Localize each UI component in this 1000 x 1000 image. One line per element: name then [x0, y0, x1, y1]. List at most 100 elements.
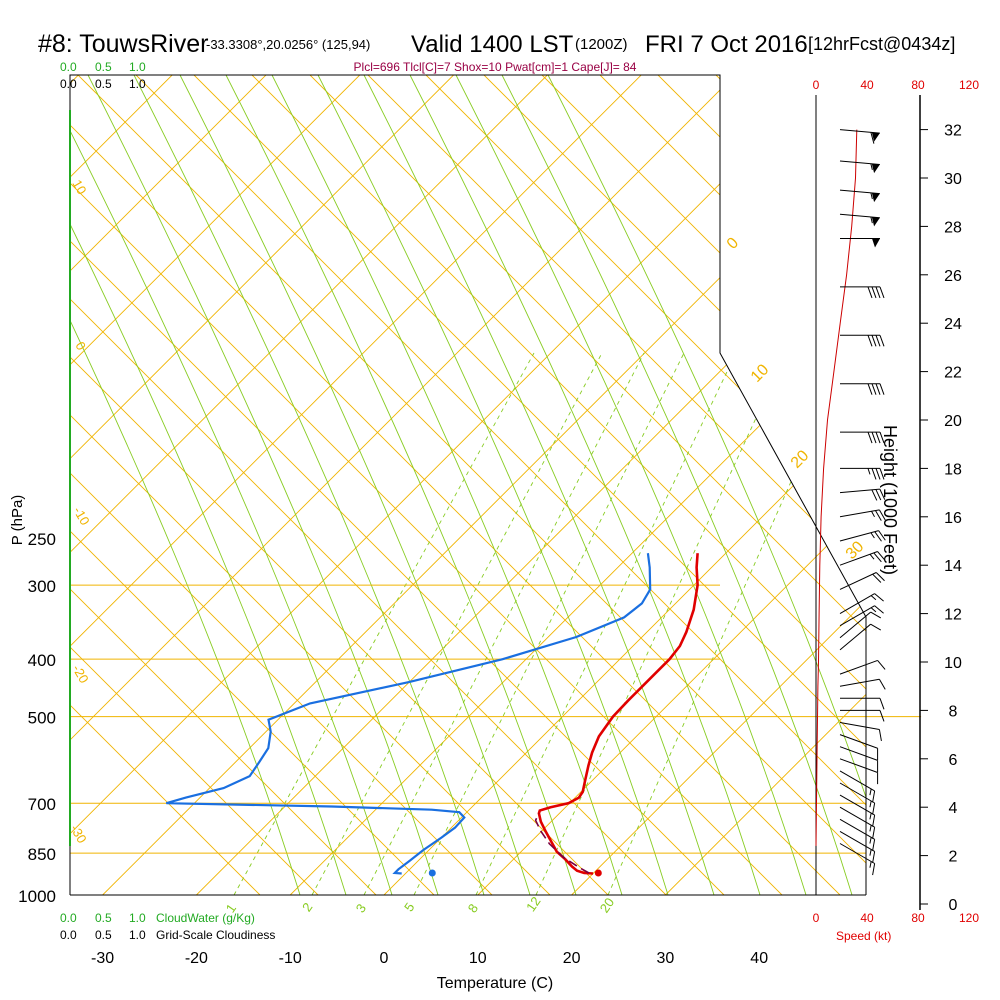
wind-barb-staff	[839, 605, 875, 627]
isotherm-line	[70, 75, 866, 895]
isobars	[70, 584, 922, 854]
surface-dewpoint-marker	[428, 869, 436, 877]
surface-temperature-marker	[594, 869, 602, 877]
temperature-tick-label: 40	[750, 950, 768, 967]
pressure-tick-label: 400	[28, 651, 56, 670]
top-cover-tick-2: 1.0	[129, 77, 146, 91]
wind-barb-half-flag	[869, 849, 872, 856]
wind-barb-staff	[839, 593, 875, 615]
wind-barb-flag	[877, 748, 879, 760]
y-axis-title: P (hPa)	[9, 495, 26, 546]
wind-barb-flag	[877, 772, 879, 785]
wind-barb	[839, 611, 882, 639]
pressure-tick-label: 250	[28, 530, 56, 549]
wind-barb-staff	[839, 794, 875, 816]
mixing-ratio-label: 2	[299, 900, 315, 915]
wind-barb-half-flag	[869, 861, 872, 868]
wind-barb-flag	[875, 335, 881, 347]
moist-adiabat-curve	[70, 75, 347, 895]
wind-barb-half-flag	[869, 788, 872, 796]
bottom-cloud-tick-2: 1.0	[129, 911, 146, 925]
wind-barb-half-flag	[869, 800, 872, 808]
bottom-cover-tick-0: 0.0	[60, 928, 77, 942]
wind-barb-staff	[839, 758, 878, 773]
isotherm-line	[70, 75, 447, 895]
wind-barb-staff	[839, 509, 880, 518]
wind-barb-flag	[875, 510, 882, 521]
pressure-tick-label: 1000	[18, 887, 56, 906]
height-tick-label: 26	[944, 268, 962, 285]
moist-adiabat-curve	[317, 75, 669, 895]
isotherm-line	[665, 75, 866, 895]
dry-adiabat-line	[251, 75, 866, 895]
dewpoint-line	[165, 553, 652, 875]
moist-adiabat-curve	[363, 75, 715, 895]
wind-barb-half-flag	[867, 468, 871, 475]
wind-barb-half-flag	[870, 607, 877, 613]
wind-barb-flag	[872, 815, 876, 827]
wind-barb	[839, 189, 880, 203]
dry-adiabat-line	[70, 75, 377, 895]
isotherm-line	[70, 75, 634, 895]
wind-barb-flag	[879, 488, 886, 500]
bottom-cloud-tick-0: 0.0	[60, 911, 77, 925]
wind-barb-pennant	[872, 238, 880, 248]
temperature-tick-label: 30	[657, 950, 675, 967]
moist-adiabat-curve	[547, 75, 866, 895]
mixing-ratio-line	[535, 352, 787, 895]
wind-barb-flag	[879, 710, 885, 722]
top-cloud-scale: 0.0 0.5 1.0 0.0 0.5 1.0	[60, 60, 146, 91]
wind-barb	[839, 593, 884, 615]
wind-barb-flag	[879, 335, 885, 347]
mixing-ratio-line	[413, 352, 685, 895]
moist-adiabat-curve	[501, 75, 853, 895]
moist-adiabat-label: 10	[69, 177, 89, 197]
wind-barb	[839, 722, 882, 742]
speed-scale: 0 40 80 120 0 40 80 120 Speed (kt)	[813, 78, 980, 943]
speed-top-tick-1: 40	[860, 78, 874, 92]
pressure-tick-label: 700	[28, 795, 56, 814]
wind-barb-flag	[878, 679, 886, 690]
height-tick-label: 24	[944, 316, 962, 333]
wind-barb-half-flag	[870, 216, 873, 224]
x-axis-title: Temperature (C)	[437, 975, 553, 992]
temperature-tick-label: 0	[380, 950, 389, 967]
wind-barb-flag	[877, 660, 886, 670]
dry-adiabat-line	[715, 75, 866, 895]
wind-barb-staff	[839, 746, 878, 761]
height-tick-label: 20	[944, 413, 962, 430]
title-coords: -33.3308°,20.0256° (125,94)	[206, 37, 370, 52]
wind-barb-half-flag	[869, 825, 872, 832]
wind-barb	[839, 782, 876, 815]
height-tick-label: 28	[944, 219, 962, 236]
mixing-ratio-line	[311, 352, 603, 895]
wind-barb-staff	[839, 806, 875, 828]
wind-barb	[839, 734, 879, 760]
wind-barb	[839, 843, 876, 876]
wind-barb-flag	[870, 611, 882, 619]
speed-bottom-tick-1: 40	[860, 911, 874, 925]
moist-adiabat-curve	[70, 75, 393, 895]
height-tick-label: 6	[949, 752, 958, 769]
dry-adiabat-line	[77, 75, 866, 895]
dry-adiabat-line	[657, 75, 866, 895]
dry-adiabat-line	[70, 75, 783, 895]
wind-barb-staff	[839, 659, 878, 675]
wind-barb	[839, 806, 876, 839]
height-axis-title: Height (1000 Feet)	[880, 425, 900, 575]
dry-adiabat-line	[890, 75, 1000, 895]
wind-barb-flag	[879, 431, 885, 444]
parcel-line	[534, 812, 590, 874]
wind-barb	[839, 659, 886, 675]
mixing-ratio-label: 3	[353, 901, 369, 916]
wind-barb-flag	[870, 623, 882, 631]
wind-barb-flag	[875, 489, 882, 501]
wind-barb-flag	[871, 468, 877, 480]
title-station: #8: TouwsRiver	[38, 30, 208, 58]
wind-barb	[840, 709, 885, 722]
height-tick-label: 8	[949, 703, 958, 720]
wind-barb-half-flag	[871, 511, 875, 518]
dry-adiabat-line	[367, 75, 866, 895]
wind-barb-flag	[871, 335, 877, 347]
wind-barb	[839, 794, 876, 827]
